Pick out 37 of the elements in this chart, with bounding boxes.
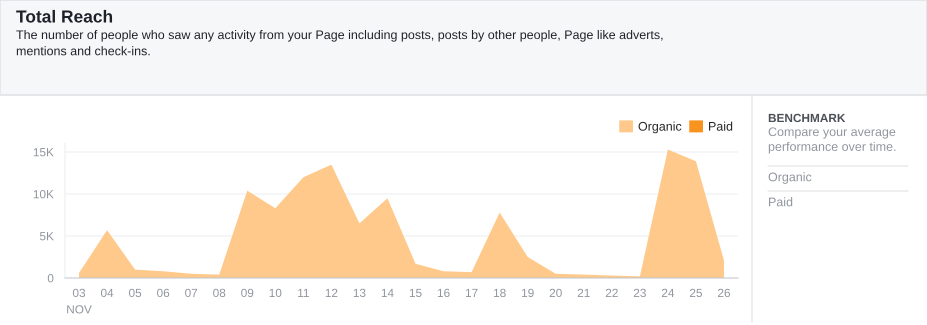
text: Organic bbox=[768, 172, 812, 184]
x-tick-label: 12 bbox=[326, 288, 338, 297]
x-tick-label: 13 bbox=[354, 288, 366, 298]
x-tick-label: 09 bbox=[241, 288, 254, 298]
x-tick-label: 24 bbox=[662, 288, 674, 297]
x-tick-label: 18 bbox=[494, 288, 506, 298]
x-tick-label: 14 bbox=[382, 288, 394, 297]
text: Compare your average performance over time. bbox=[768, 127, 896, 154]
x-tick-label: 03 bbox=[72, 288, 86, 298]
x-tick-label: 08 bbox=[213, 288, 226, 298]
y-tick-label: 15K bbox=[34, 148, 54, 156]
chart-subtitle: The number of people who saw any activity from your Page including posts, posts by other people, Page like adverts, mentions and check-ins. bbox=[16, 30, 662, 56]
x-tick-label: 26 bbox=[718, 288, 730, 298]
x-tick-label: 05 bbox=[129, 288, 142, 298]
y-tick-label: 0 bbox=[48, 274, 54, 282]
x-tick-label: 20 bbox=[550, 288, 562, 298]
legend-label: Organic bbox=[638, 122, 682, 134]
x-tick-label: 10 bbox=[270, 288, 282, 298]
text: NOV bbox=[67, 305, 92, 314]
x-tick-label: 17 bbox=[466, 288, 478, 297]
y-tick-label: 5K bbox=[40, 232, 54, 240]
x-tick-label: 15 bbox=[410, 288, 422, 298]
x-tick-label: 11 bbox=[298, 288, 309, 297]
x-tick-label: 21 bbox=[578, 288, 590, 297]
x-tick-label: 16 bbox=[438, 288, 450, 298]
x-tick-label: 07 bbox=[185, 288, 198, 298]
x-tick-label: 25 bbox=[690, 288, 702, 298]
x-tick-label: 04 bbox=[100, 288, 114, 298]
x-tick-label: 22 bbox=[606, 288, 618, 297]
x-tick-label: 06 bbox=[157, 288, 170, 298]
text: Paid bbox=[769, 197, 792, 206]
text: BENCHMARK bbox=[768, 114, 846, 122]
x-tick-label: 23 bbox=[634, 288, 646, 298]
legend-label: Paid bbox=[709, 122, 732, 131]
y-tick-label: 10K bbox=[34, 190, 54, 198]
x-tick-label: 19 bbox=[522, 288, 534, 298]
chart-title: Total Reach bbox=[16, 10, 112, 23]
